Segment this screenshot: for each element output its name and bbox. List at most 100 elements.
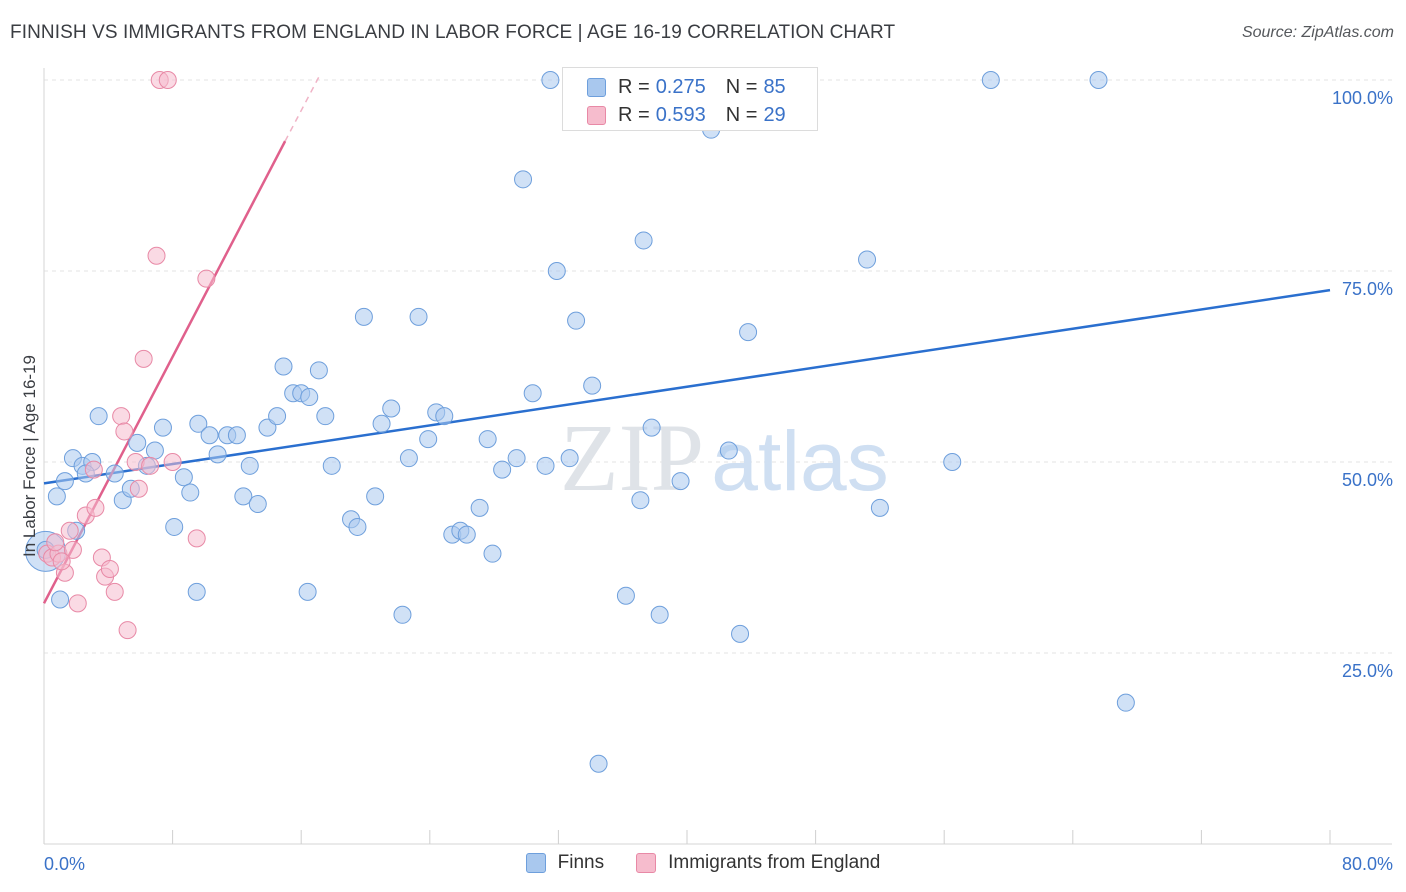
- data-points: [25, 71, 1135, 773]
- point-england: [158, 71, 177, 89]
- point-england: [147, 246, 166, 265]
- point-finns: [105, 464, 124, 483]
- point-finns: [739, 323, 758, 342]
- point-finns: [616, 586, 635, 605]
- point-finns: [483, 544, 502, 563]
- y-tick-label: 75.0%: [1342, 279, 1393, 299]
- point-finns: [478, 430, 497, 449]
- point-finns: [719, 441, 738, 460]
- point-england: [187, 529, 206, 548]
- point-finns: [589, 754, 608, 773]
- point-finns: [642, 418, 661, 437]
- trend-line-england-extension: [284, 73, 322, 142]
- point-finns: [507, 449, 526, 468]
- point-finns: [258, 418, 277, 437]
- point-england: [86, 498, 105, 517]
- tick-labels: 25.0% 50.0% 75.0% 100.0% 0.0% 80.0%: [44, 88, 1393, 874]
- point-finns: [419, 430, 438, 449]
- point-finns: [560, 449, 579, 468]
- point-finns: [372, 414, 391, 433]
- point-finns: [631, 491, 650, 510]
- point-finns: [47, 487, 66, 506]
- legend-label-finns: Finns: [557, 852, 605, 873]
- trend-line-england: [42, 140, 287, 604]
- point-finns: [200, 426, 219, 445]
- correlation-legend: R = 0.275 N = 85 R = 0.593 N = 29: [562, 67, 818, 131]
- point-finns: [208, 445, 227, 464]
- point-england: [141, 456, 160, 475]
- point-england: [100, 559, 119, 578]
- point-finns: [650, 605, 669, 624]
- point-finns: [981, 71, 1000, 89]
- point-finns: [322, 456, 341, 475]
- point-finns: [671, 472, 690, 491]
- point-finns: [493, 460, 512, 479]
- watermark: ZIP atlas: [560, 404, 889, 511]
- legend-row-england: R = 0.593 N = 29: [587, 101, 786, 129]
- point-finns: [583, 376, 602, 395]
- point-finns: [382, 399, 401, 418]
- point-england: [68, 594, 87, 613]
- gridlines: [44, 79, 1392, 654]
- point-finns: [145, 441, 164, 460]
- point-finns: [240, 456, 259, 475]
- legend-r-label: R =: [618, 75, 650, 98]
- x-tick-label: 80.0%: [1342, 854, 1393, 874]
- point-england: [134, 349, 153, 368]
- point-england: [84, 460, 103, 479]
- y-axis-label: In Labor Force | Age 16-19: [20, 355, 39, 557]
- point-finns: [51, 590, 70, 609]
- y-tick-label: 50.0%: [1342, 470, 1393, 490]
- y-tick-label: 25.0%: [1342, 661, 1393, 681]
- point-finns: [393, 605, 412, 624]
- watermark-zip: ZIP: [560, 404, 704, 511]
- watermark-atlas: atlas: [711, 414, 888, 508]
- point-finns: [567, 311, 586, 330]
- legend-item-england[interactable]: Immigrants from England: [636, 852, 880, 874]
- point-finns: [457, 525, 476, 544]
- point-finns: [274, 357, 293, 376]
- y-tick-label: 100.0%: [1332, 88, 1393, 108]
- point-finns: [943, 453, 962, 471]
- point-finns: [470, 498, 489, 517]
- point-finns: [298, 582, 317, 601]
- point-finns: [541, 71, 560, 89]
- point-finns: [354, 307, 373, 326]
- axes: [43, 68, 1392, 845]
- point-finns: [547, 262, 566, 280]
- point-finns: [731, 624, 750, 643]
- point-england: [60, 521, 79, 540]
- legend-n-label: N =: [725, 75, 758, 98]
- point-england: [118, 621, 137, 640]
- series-legend: Finns Immigrants from England: [0, 852, 1406, 874]
- trend-line-finns: [43, 288, 1331, 485]
- chart-title: FINNISH VS IMMIGRANTS FROM ENGLAND IN LA…: [10, 22, 896, 43]
- point-finns: [1089, 71, 1108, 89]
- point-finns: [514, 170, 533, 189]
- legend-label-england: Immigrants from England: [668, 852, 881, 873]
- point-finns: [409, 307, 428, 326]
- legend-item-finns[interactable]: Finns: [525, 852, 605, 874]
- point-finns: [634, 231, 653, 250]
- point-england: [129, 479, 148, 498]
- point-finns: [870, 498, 889, 517]
- point-england: [112, 407, 131, 426]
- legend-swatch-finns: [587, 77, 606, 97]
- legend-r-value: 0.593: [655, 103, 706, 126]
- point-finns: [128, 433, 147, 452]
- point-finns: [55, 472, 74, 491]
- legend-r-label: R =: [618, 103, 650, 126]
- point-finns: [858, 250, 877, 269]
- point-england: [115, 422, 134, 441]
- point-england: [52, 552, 71, 571]
- point-finns: [309, 361, 328, 380]
- point-finns: [268, 407, 287, 426]
- point-england: [63, 540, 82, 559]
- legend-swatch-finns: [525, 853, 546, 873]
- point-finns: [189, 414, 208, 433]
- point-england: [105, 582, 124, 601]
- point-finns: [348, 517, 367, 536]
- point-finns: [248, 495, 267, 514]
- x-tick-label: 0.0%: [44, 854, 85, 874]
